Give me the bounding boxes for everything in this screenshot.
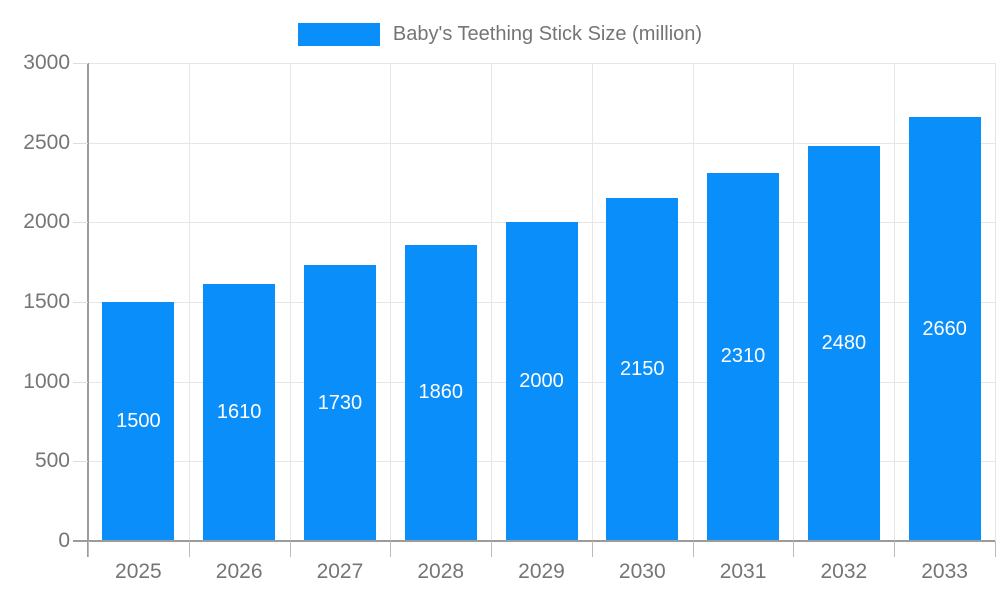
gridline-vertical [995, 63, 996, 541]
x-axis-tick [894, 541, 896, 557]
bar-2027: 1730 [303, 265, 376, 541]
bar-value-label: 2480 [821, 331, 867, 354]
bar-2028: 1860 [404, 244, 477, 541]
legend-swatch [297, 22, 380, 46]
y-axis-tick-label: 2500 [23, 130, 70, 154]
bar-value-label: 2310 [720, 345, 766, 368]
gridline-vertical [591, 63, 593, 541]
y-axis-tick [73, 222, 88, 224]
bar-2029: 2000 [505, 222, 578, 541]
x-axis-tick [390, 541, 392, 557]
bar-2030: 2150 [606, 198, 679, 541]
x-axis-tick [995, 541, 996, 557]
x-axis-tick-label: 2025 [115, 560, 162, 583]
bar-value-label: 1500 [116, 410, 161, 432]
legend-label: Baby's Teething Stick Size (million) [392, 22, 703, 45]
y-axis-tick-label: 2000 [23, 210, 70, 234]
x-axis-tick [491, 541, 493, 557]
x-axis-tick [88, 541, 89, 557]
bar-2032: 2480 [807, 145, 880, 541]
bar-2033: 2660 [908, 117, 981, 541]
gridline-vertical [188, 63, 190, 541]
plot-area: 1500 1610 1730 1860 2000 2150 2310 2480 2660 [88, 63, 996, 541]
x-axis-tick [289, 541, 291, 557]
bar-2025: 1500 [102, 302, 175, 541]
bar-value-label: 1730 [317, 391, 363, 414]
x-axis-tick-label: 2033 [921, 560, 968, 583]
x-axis-tick-label: 2030 [618, 560, 666, 583]
y-axis-tick [73, 142, 88, 144]
gridline-vertical [793, 63, 795, 541]
x-axis-tick [793, 541, 795, 557]
gridline-vertical [390, 63, 392, 541]
gridline-vertical [894, 63, 896, 541]
gridline-vertical [289, 63, 291, 541]
y-axis-line [87, 63, 89, 557]
y-axis-tick-label: 0 [58, 529, 70, 552]
y-axis-tick-label: 3000 [23, 51, 70, 74]
gridline-horizontal [88, 63, 995, 64]
y-axis-tick-label: 1500 [23, 290, 70, 313]
gridline-vertical [692, 63, 694, 541]
x-axis-tick-label: 2028 [417, 560, 465, 583]
bar-value-label: 2150 [620, 358, 665, 381]
gridline-vertical [491, 63, 493, 541]
legend[interactable]: Baby's Teething Stick Size (million) [0, 21, 1000, 47]
y-axis-tick [73, 381, 88, 383]
bar-2031: 2310 [707, 172, 780, 541]
y-axis-tick [73, 461, 88, 463]
bar-value-label: 2000 [519, 370, 564, 393]
x-axis-tick-label: 2032 [820, 560, 868, 583]
x-axis-tick-label: 2026 [215, 560, 263, 583]
y-axis-tick [73, 302, 88, 303]
bar-2026: 1610 [203, 284, 276, 541]
y-axis-tick-label: 1000 [23, 369, 70, 393]
y-axis-tick [73, 63, 88, 64]
bar-value-label: 2660 [922, 317, 967, 340]
y-axis-tick-label: 500 [34, 449, 70, 473]
bar-value-label: 1860 [418, 381, 463, 404]
x-axis-tick-label: 2029 [518, 560, 565, 583]
x-axis-line [73, 540, 995, 542]
x-axis-tick [591, 541, 593, 557]
x-axis-tick-label: 2027 [316, 560, 364, 583]
x-axis-tick-label: 2031 [719, 560, 767, 583]
bar-value-label: 1610 [216, 401, 262, 424]
x-axis-tick [188, 541, 190, 557]
x-axis-tick [692, 541, 694, 557]
gridline-horizontal [88, 142, 995, 144]
